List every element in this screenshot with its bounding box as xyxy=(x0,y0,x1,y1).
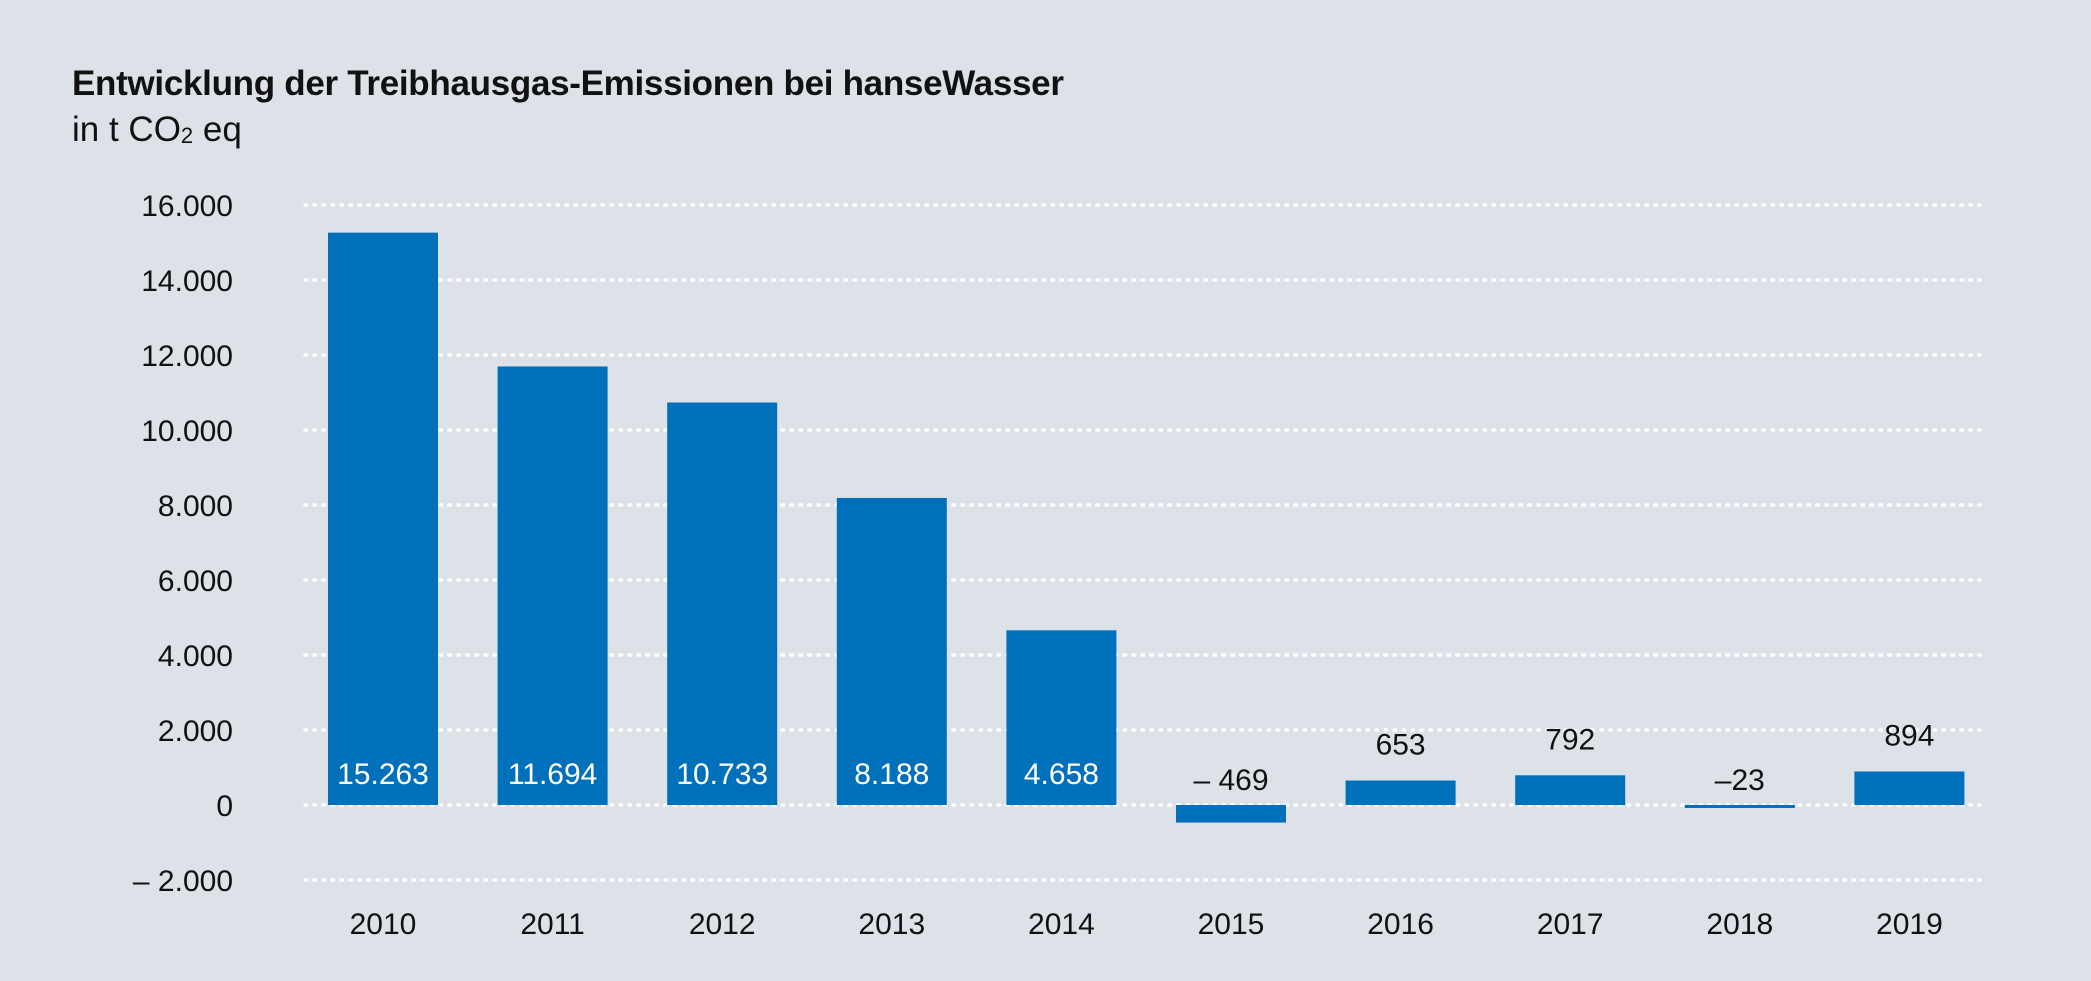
x-tick-label: 2016 xyxy=(1367,908,1434,941)
bar-value-label: 653 xyxy=(1376,729,1426,762)
x-tick-label: 2011 xyxy=(520,908,585,941)
y-tick-label: – 2.000 xyxy=(133,865,233,898)
bar xyxy=(497,366,608,805)
bar xyxy=(667,402,778,805)
x-tick-label: 2015 xyxy=(1198,908,1265,941)
bar-value-label: –23 xyxy=(1715,764,1765,797)
x-tick-label: 2013 xyxy=(858,908,925,941)
bar-value-label: 11.694 xyxy=(508,758,598,791)
x-tick-label: 2012 xyxy=(689,908,756,941)
chart-title: Entwicklung der Treibhausgas-Emissionen … xyxy=(72,64,1064,103)
y-tick-label: 4.000 xyxy=(158,640,233,673)
bar-value-label: 15.263 xyxy=(337,758,429,791)
subtitle-subscript: 2 xyxy=(180,123,194,148)
bar xyxy=(1006,630,1117,805)
bar-value-label: – 469 xyxy=(1193,764,1268,797)
bar xyxy=(328,232,438,805)
bar xyxy=(836,497,947,805)
x-tick-label: 2018 xyxy=(1706,908,1773,941)
y-tick-label: 12.000 xyxy=(141,340,233,373)
chart-subtitle: in t CO2 eq xyxy=(72,110,242,150)
x-tick-label: 2017 xyxy=(1537,908,1604,941)
subtitle-prefix: in t CO xyxy=(72,110,181,149)
y-tick-label: 10.000 xyxy=(141,415,233,448)
bar xyxy=(1345,780,1456,805)
bar-value-label: 8.188 xyxy=(854,758,929,791)
bar-value-label: 10.733 xyxy=(676,758,768,791)
x-tick-label: 2014 xyxy=(1028,908,1095,941)
y-tick-label: 6.000 xyxy=(158,565,233,598)
y-tick-label: 0 xyxy=(216,790,233,823)
y-tick-label: 14.000 xyxy=(141,265,233,298)
x-tick-label: 2019 xyxy=(1876,908,1943,941)
subtitle-suffix: eq xyxy=(193,110,242,149)
x-tick-label: 2010 xyxy=(350,908,417,941)
bar xyxy=(1515,775,1626,805)
bar-value-label: 4.658 xyxy=(1024,758,1099,791)
bar xyxy=(1684,805,1795,808)
y-tick-label: 16.000 xyxy=(141,190,233,223)
bar xyxy=(1176,805,1286,823)
bar-value-label: 894 xyxy=(1884,719,1934,752)
y-tick-label: 2.000 xyxy=(158,715,233,748)
y-tick-label: 8.000 xyxy=(158,490,233,523)
bar-value-label: 792 xyxy=(1545,723,1595,756)
bar xyxy=(1854,771,1965,805)
